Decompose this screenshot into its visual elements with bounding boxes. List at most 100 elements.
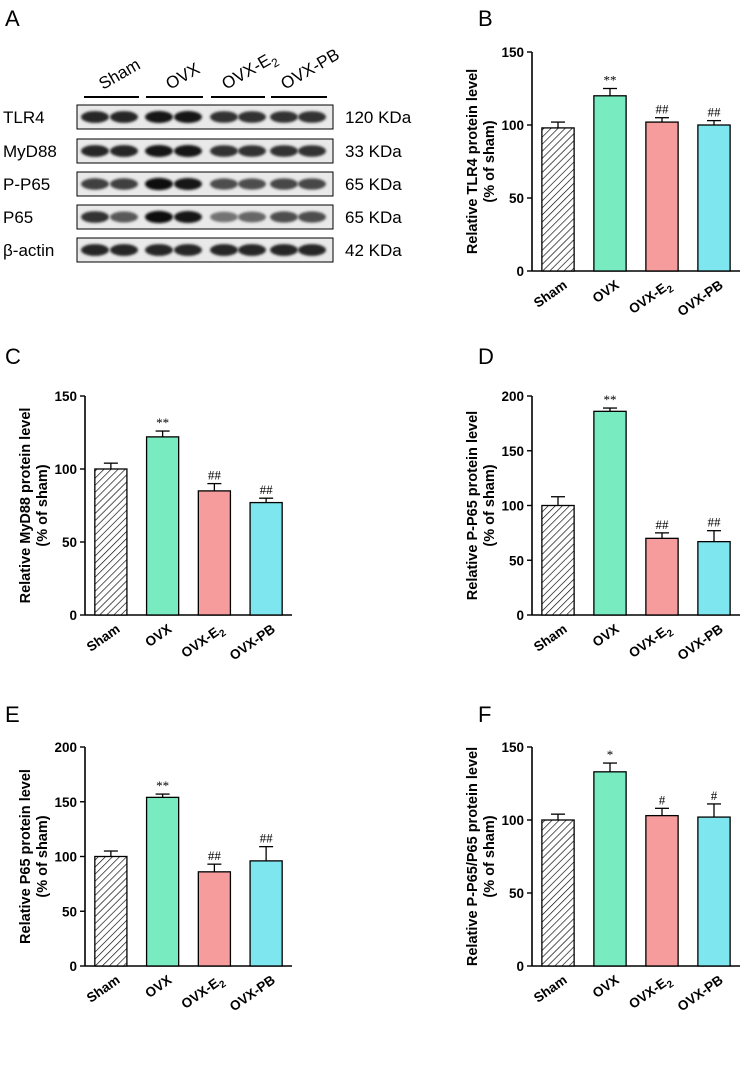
blot-group-label-ovx-pb: OVX-PB <box>278 45 343 94</box>
bar <box>697 540 731 616</box>
panel-label-d: D <box>478 344 494 369</box>
blot-row-name: P65 <box>3 208 33 227</box>
y-tick-label: 150 <box>54 795 77 810</box>
y-axis-label-unit: (% of sham) <box>482 120 498 202</box>
blot-band <box>238 178 266 190</box>
bar <box>593 95 627 272</box>
blot-band <box>81 178 109 190</box>
bar <box>94 468 128 616</box>
blot-band <box>238 111 266 123</box>
y-tick-label: 200 <box>54 740 77 755</box>
x-tick-label: OVX <box>142 972 174 1001</box>
x-tick-label: OVX <box>142 621 174 650</box>
x-tick-label: OVX <box>590 972 622 1001</box>
blot-band <box>270 145 298 157</box>
blot-band <box>110 111 138 123</box>
y-tick-label: 100 <box>501 499 524 514</box>
blot-band <box>81 111 109 123</box>
blot-band <box>238 244 266 256</box>
blot-band <box>145 177 173 191</box>
blot-band <box>81 244 109 256</box>
significance-label: # <box>711 788 718 803</box>
bar <box>645 537 679 616</box>
x-tick-label: OVX <box>590 621 622 650</box>
blot-band <box>174 244 202 256</box>
chart-d: 0 50 100 150 200 Relative P-P65 protein level… <box>465 389 740 664</box>
significance-label: ## <box>208 848 222 863</box>
blot-band <box>145 111 173 123</box>
significance-label: ## <box>656 102 670 117</box>
chart-e: 0 50 100 150 200 Relative P65 protein level (%… <box>18 740 292 1014</box>
blot-row-size: 33 KDa <box>345 142 402 161</box>
panel-label-b: B <box>478 6 493 31</box>
blot-band <box>174 111 202 123</box>
significance-label: ** <box>156 778 169 793</box>
blot-band <box>210 178 238 190</box>
blot-row-name: β-actin <box>3 241 54 260</box>
x-tick-label: OVX-E2 <box>626 621 676 664</box>
blot-band <box>238 211 266 223</box>
blot-band <box>298 111 326 123</box>
blot-band <box>298 211 326 223</box>
bar <box>197 490 232 616</box>
blot-band <box>210 211 238 223</box>
blot-band <box>81 211 109 223</box>
bar <box>249 860 283 967</box>
panel-label-c: C <box>5 344 21 369</box>
x-tick-label: Sham <box>531 972 570 1005</box>
significance-label: ## <box>208 468 222 483</box>
y-tick-label: 0 <box>516 264 524 279</box>
blot-band <box>210 111 238 123</box>
x-tick-label: OVX-E2 <box>626 277 676 320</box>
bar <box>541 504 575 616</box>
y-tick-label: 50 <box>509 191 524 206</box>
blot-row-name: MyD88 <box>3 142 57 161</box>
x-tick-label: OVX-PB <box>675 277 726 319</box>
x-tick-label: OVX-PB <box>675 621 726 663</box>
chart-c: 0 50 100 150 Relative MyD88 protein level (% … <box>18 389 292 663</box>
y-tick-label: 100 <box>54 850 77 865</box>
blot-row: P65 65 KDa <box>3 204 402 230</box>
y-tick-label: 0 <box>516 608 524 623</box>
blot-row: MyD88 33 KDa <box>3 138 402 164</box>
blot-row-name: TLR4 <box>3 108 45 127</box>
blot-band <box>110 178 138 190</box>
western-blot: Sham OVX OVX-E2 OVX-PB TLR4 120 KDa MyD88 3… <box>3 45 412 263</box>
bar <box>145 436 180 616</box>
significance-label: ## <box>260 831 274 846</box>
blot-row-size: 65 KDa <box>345 208 402 227</box>
significance-label: ** <box>156 415 169 430</box>
panel-label-f: F <box>478 702 491 727</box>
bar <box>697 124 731 272</box>
blot-band <box>298 244 326 256</box>
y-axis-label: Relative TLR4 protein level <box>465 69 481 254</box>
y-tick-label: 50 <box>62 535 77 550</box>
blot-group-label-ovx: OVX <box>163 59 204 93</box>
y-axis-label-unit: (% of sham) <box>35 815 51 897</box>
bar <box>645 814 679 967</box>
x-tick-label: OVX-PB <box>227 621 278 663</box>
y-axis-label: Relative MyD88 protein level <box>18 408 34 604</box>
y-axis-label-unit: (% of sham) <box>482 464 498 546</box>
blot-row-name: P-P65 <box>3 175 50 194</box>
blot-band <box>174 145 202 157</box>
x-tick-label: Sham <box>531 621 570 654</box>
x-tick-label: Sham <box>84 972 123 1005</box>
blot-group-labels: Sham OVX OVX-E2 OVX-PB <box>84 45 343 98</box>
blot-band <box>145 244 173 256</box>
bar <box>249 501 283 616</box>
blot-row-size: 42 KDa <box>345 241 402 260</box>
significance-label: ## <box>260 482 274 497</box>
bar <box>541 127 575 272</box>
blot-band <box>145 145 173 157</box>
y-axis-label: Relative P65 protein level <box>18 769 34 944</box>
chart-f: 0 50 100 150 Relative P-P65/P65 protein leve… <box>465 740 740 1014</box>
y-axis-label-unit: (% of sham) <box>35 464 51 546</box>
blot-group-label-sham: Sham <box>96 55 144 94</box>
bar <box>197 871 232 967</box>
significance-label: ** <box>604 73 617 88</box>
y-tick-label: 100 <box>501 813 524 828</box>
blot-band <box>270 211 298 223</box>
y-tick-label: 0 <box>516 959 524 974</box>
